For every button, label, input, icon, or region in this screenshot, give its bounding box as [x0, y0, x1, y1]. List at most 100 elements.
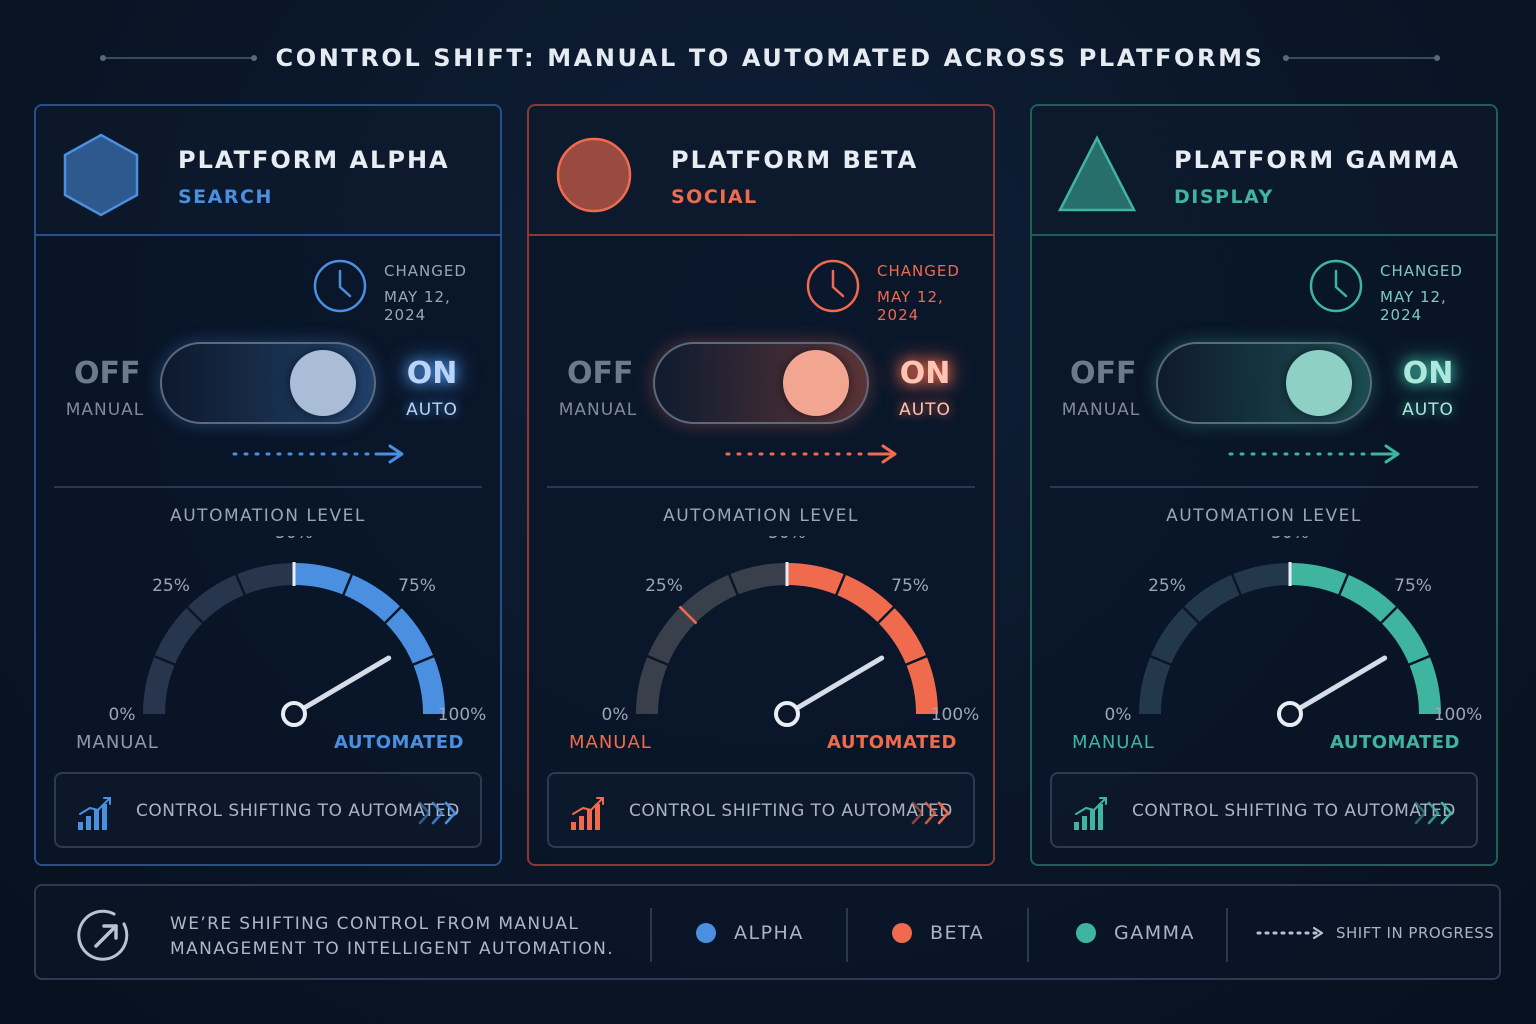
changed-info: CHANGED MAY 12, 2024 — [312, 256, 492, 324]
changed-date: MAY 12, 2024 — [1380, 288, 1447, 324]
gauge-tick-label: 25% — [645, 576, 683, 596]
changed-date: MAY 12, 2024 — [877, 288, 944, 324]
toggle-on-label: ON — [1402, 356, 1454, 391]
platform-card-beta: PLATFORM BETA SOCIAL CHANGED MAY 12, 202… — [527, 104, 995, 866]
gauge-tick-label: 100% — [931, 705, 980, 725]
section-divider — [547, 486, 975, 488]
card-header: PLATFORM ALPHA SEARCH — [36, 106, 500, 236]
platform-category: DISPLAY — [1174, 186, 1274, 208]
gauge-segment-separator — [1407, 654, 1431, 667]
gauge-tick-label: 50% — [768, 536, 806, 543]
gauge-manual-label: MANUAL — [76, 732, 159, 753]
gauge-segment-separator — [834, 573, 847, 597]
gauge-tick-label: 0% — [602, 705, 629, 725]
shift-arrow-circle-icon — [77, 909, 129, 961]
gauge-segment-separator — [1181, 605, 1201, 625]
gauge-segment-separator — [727, 573, 740, 597]
gauge-needle-hub — [281, 701, 307, 727]
clock-icon — [313, 259, 367, 313]
toggle-off-label: OFF — [567, 356, 634, 391]
footer-legend: WE’RE SHIFTING CONTROL FROM MANUAL MANAG… — [34, 884, 1501, 980]
legend-label-gamma: GAMMA — [1114, 922, 1196, 944]
toggle-on-sublabel: AUTO — [899, 400, 951, 420]
card-header: PLATFORM BETA SOCIAL — [529, 106, 993, 236]
platform-category: SEARCH — [178, 186, 273, 208]
gauge-tick-label: 75% — [891, 576, 929, 596]
title-rule-right — [1282, 55, 1441, 61]
automation-gauge: 0% 25% 50% 75% 100% — [602, 536, 980, 727]
automation-toggle[interactable] — [160, 342, 376, 424]
status-text: CONTROL SHIFTING TO AUTOMATED — [629, 801, 953, 821]
platform-card-gamma: PLATFORM GAMMA DISPLAY CHANGED MAY 12, 2… — [1030, 104, 1498, 866]
gauge-tick-label: 25% — [1148, 576, 1186, 596]
trend-bars-icon — [78, 797, 111, 830]
status-bar: CONTROL SHIFTING TO AUTOMATED — [1050, 772, 1478, 848]
footer-divider — [1226, 908, 1228, 962]
platform-category: SOCIAL — [671, 186, 758, 208]
changed-info: CHANGED MAY 12, 2024 — [805, 256, 985, 324]
gauge-segment-separator — [904, 654, 928, 667]
toggle-off-sublabel: MANUAL — [65, 400, 145, 420]
toggle-on-sublabel: AUTO — [406, 400, 458, 420]
gauge-segment-separator — [1230, 573, 1243, 597]
automation-level-title: AUTOMATION LEVEL — [170, 506, 366, 526]
clock-icon — [806, 259, 860, 313]
automation-toggle[interactable] — [1156, 342, 1372, 424]
page-title: CONTROL SHIFT: MANUAL TO AUTOMATED ACROS… — [275, 44, 1265, 72]
gauge-tick-label: 0% — [109, 705, 136, 725]
footer-divider — [650, 908, 652, 962]
title-rule-left — [100, 55, 258, 61]
legend-item-gamma: GAMMA — [1076, 922, 1195, 944]
dotted-arrow-icon — [725, 444, 897, 464]
gauge-segment-separator — [876, 605, 896, 625]
toggle-knob[interactable] — [290, 350, 356, 416]
clock-icon — [1309, 259, 1363, 313]
toggle-off-label: OFF — [74, 356, 141, 391]
legend-label-alpha: ALPHA — [734, 922, 804, 944]
toggle-knob[interactable] — [1286, 350, 1352, 416]
gauge-needle — [291, 655, 392, 717]
legend-item-shift: SHIFT IN PROGRESS — [1256, 924, 1494, 942]
gauge-segment-separator — [185, 605, 205, 625]
beta-dot-icon — [892, 923, 912, 943]
toggle-on-sublabel: AUTO — [1402, 400, 1454, 420]
gamma-dot-icon — [1076, 923, 1096, 943]
legend-label-beta: BETA — [930, 922, 985, 944]
toggle-on-label: ON — [899, 356, 951, 391]
automation-level-title: AUTOMATION LEVEL — [1166, 506, 1362, 526]
gauge-tick-label: 75% — [398, 576, 436, 596]
status-bar: CONTROL SHIFTING TO AUTOMATED — [54, 772, 482, 848]
dotted-arrow-icon — [232, 444, 404, 464]
toggle-on-label: ON — [406, 356, 458, 391]
circle-icon — [556, 137, 632, 213]
gauge-segment-separator — [1149, 654, 1173, 667]
changed-label: CHANGED — [877, 262, 960, 280]
status-bar: CONTROL SHIFTING TO AUTOMATED — [547, 772, 975, 848]
gauge-segment-separator — [383, 605, 403, 625]
automation-gauge: 0% 25% 50% 75% 100% — [109, 536, 487, 727]
chevrons-right-icon — [418, 801, 457, 825]
changed-label: CHANGED — [1380, 262, 1463, 280]
gauge-tick-label: 100% — [438, 705, 487, 725]
gauge-segment-separator — [678, 605, 698, 625]
platform-name: PLATFORM ALPHA — [178, 146, 450, 174]
footer-divider — [846, 908, 848, 962]
gauge-needle-hub — [1277, 701, 1303, 727]
toggle-off-label: OFF — [1070, 356, 1137, 391]
automation-gauge: 0% 25% 50% 75% 100% — [1105, 536, 1482, 727]
gauge-segment-separator — [341, 573, 354, 597]
status-text: CONTROL SHIFTING TO AUTOMATED — [1132, 801, 1456, 821]
footer-message-line2: MANAGEMENT TO INTELLIGENT AUTOMATION. — [170, 939, 615, 959]
trend-bars-icon — [571, 797, 604, 830]
automation-toggle[interactable] — [653, 342, 869, 424]
status-text: CONTROL SHIFTING TO AUTOMATED — [136, 801, 460, 821]
gauge-needle — [1287, 655, 1388, 717]
gauge-automated-label: AUTOMATED — [333, 732, 464, 753]
toggle-off-sublabel: MANUAL — [1061, 400, 1141, 420]
gauge-segment-separator — [153, 654, 177, 667]
legend-item-alpha: ALPHA — [696, 922, 804, 944]
legend-label-shift: SHIFT IN PROGRESS — [1336, 924, 1495, 942]
gauge-automated-label: AUTOMATED — [826, 732, 957, 753]
platform-card-alpha: PLATFORM ALPHA SEARCH CHANGED MAY 12, 20… — [34, 104, 502, 866]
toggle-knob[interactable] — [783, 350, 849, 416]
